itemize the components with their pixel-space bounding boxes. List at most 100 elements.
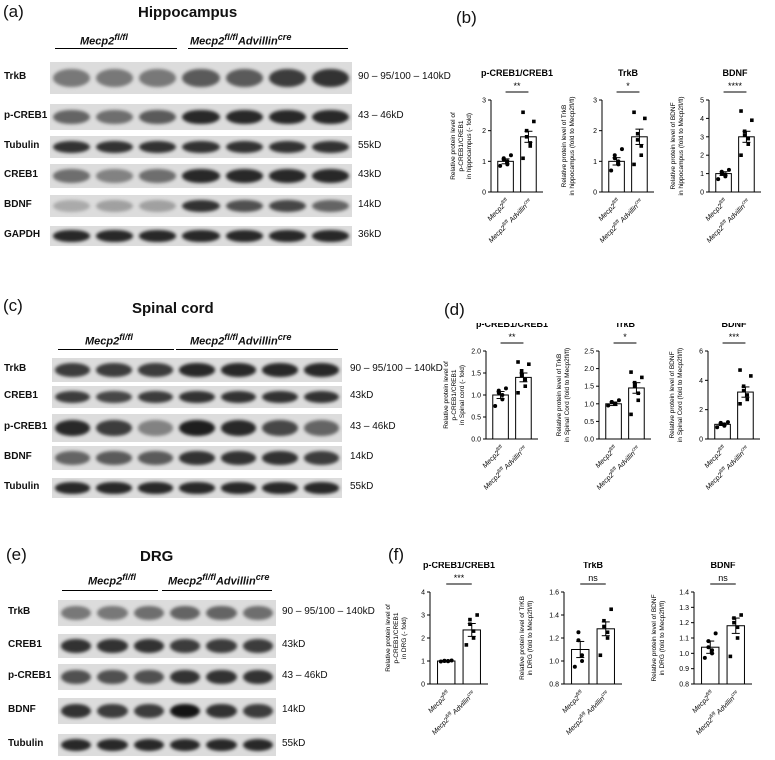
category-label: Mecp2fl/fl Advillincre <box>694 689 742 737</box>
y-tick-label: 3 <box>593 98 597 105</box>
group-line <box>55 48 177 49</box>
band-label: Tubulin <box>4 140 40 151</box>
blot-band <box>206 605 237 621</box>
data-point <box>496 388 501 393</box>
blot-band <box>220 363 257 377</box>
blot-band <box>55 420 91 436</box>
molecular-weight-label: 43kD <box>282 639 306 650</box>
blot-band <box>53 140 91 154</box>
chart-hippocampus-trkb: TrkB Relative protein level of TrkB in hip… <box>561 68 654 245</box>
blot-band <box>139 109 177 125</box>
y-tick-label: 1 <box>593 159 597 166</box>
data-point <box>739 109 743 113</box>
panel-letter-f: (f) <box>388 545 405 564</box>
data-point <box>508 153 513 158</box>
data-point <box>739 153 743 157</box>
blot-band <box>225 169 263 183</box>
y-axis-label: Relative protein level of <box>443 361 450 429</box>
y-tick-label: 1.0 <box>471 393 481 400</box>
data-point <box>532 119 536 124</box>
blot-band <box>262 390 298 404</box>
data-point <box>500 393 505 397</box>
blot-band <box>53 169 91 183</box>
blot-band <box>268 69 306 87</box>
data-point <box>612 156 617 161</box>
blot-band <box>242 605 273 621</box>
section-title-hippocampus: Hippocampus <box>138 4 238 21</box>
y-tick-label: 0 <box>593 190 597 197</box>
data-point <box>521 110 525 115</box>
significance-label: * <box>623 332 627 342</box>
data-point <box>639 153 644 157</box>
data-point <box>523 384 528 388</box>
blot-band <box>182 140 220 154</box>
data-point <box>726 167 731 172</box>
chart-spinal-trkb: TrkB Relative protein level of TrkB in Spi… <box>556 323 651 492</box>
significance-label: *** <box>454 573 465 583</box>
y-tick-label: 1.4 <box>549 613 559 620</box>
band-label: TrkB <box>4 363 27 374</box>
data-point <box>609 168 614 173</box>
y-axis-label: in Spinal cord (- fold) <box>459 365 466 425</box>
data-point <box>632 380 637 385</box>
bar <box>437 660 456 685</box>
y-axis-label: Relative protein level of BDNF <box>651 594 658 681</box>
blot-band <box>262 451 298 465</box>
data-point <box>741 384 746 388</box>
data-point <box>572 664 577 669</box>
significance-label: * <box>626 81 630 91</box>
band-label: p-CREB1 <box>4 110 48 121</box>
group-line <box>58 349 174 350</box>
y-axis-label: in DRG (fold to Mecp2fl/fl) <box>527 601 534 676</box>
y-tick-label: 1.2 <box>679 620 689 627</box>
blot-band <box>139 230 177 242</box>
blot-band <box>303 390 339 404</box>
y-tick-label: 2 <box>700 153 704 160</box>
y-tick-label: 2 <box>593 128 597 135</box>
blot-band <box>220 420 257 436</box>
molecular-weight-label: 43kD <box>350 390 374 401</box>
data-point <box>643 116 647 121</box>
y-tick-label: 0.8 <box>549 682 559 689</box>
y-tick-label: 0 <box>482 190 486 197</box>
blot-strip <box>50 164 352 188</box>
blot-band <box>133 703 164 719</box>
data-point <box>602 618 606 623</box>
data-point <box>702 655 707 660</box>
data-point <box>715 425 720 430</box>
blot-band <box>311 169 349 183</box>
band-label: BDNF <box>8 704 36 715</box>
blot-band <box>133 605 164 621</box>
bar <box>605 403 622 440</box>
y-tick-label: 1.4 <box>679 590 689 597</box>
blot-strip <box>52 358 342 382</box>
group-line <box>62 590 158 591</box>
blot-band <box>242 639 273 653</box>
chart-title: TrkB <box>615 323 636 329</box>
y-axis-label: in hippocampus (- fold) <box>466 113 473 179</box>
data-point <box>616 398 621 403</box>
y-axis-label: in DRG (- fold) <box>401 617 408 659</box>
group-label-control: Mecp2fl/fl <box>80 32 128 48</box>
band-label: BDNF <box>4 199 32 210</box>
data-point <box>524 128 529 133</box>
blot-band <box>268 199 306 213</box>
y-tick-label: 0.0 <box>584 437 594 444</box>
molecular-weight-label: 14kD <box>282 704 306 715</box>
data-point <box>738 402 742 406</box>
significance-label: ** <box>513 81 521 91</box>
blot-band <box>137 420 174 436</box>
blot-band <box>262 420 298 436</box>
blot-strip <box>52 414 342 442</box>
y-tick-label: 2.0 <box>584 366 594 373</box>
blot-band <box>139 199 177 213</box>
blot-band <box>311 140 349 154</box>
panel-letter-b: (b) <box>456 8 477 27</box>
blot-band <box>96 169 134 183</box>
data-point <box>493 404 498 408</box>
data-point <box>616 162 621 167</box>
panel-letter-e: (e) <box>6 545 27 564</box>
y-tick-label: 1.0 <box>584 401 594 408</box>
y-tick-label: 3 <box>482 98 486 105</box>
blot-band <box>96 420 132 436</box>
